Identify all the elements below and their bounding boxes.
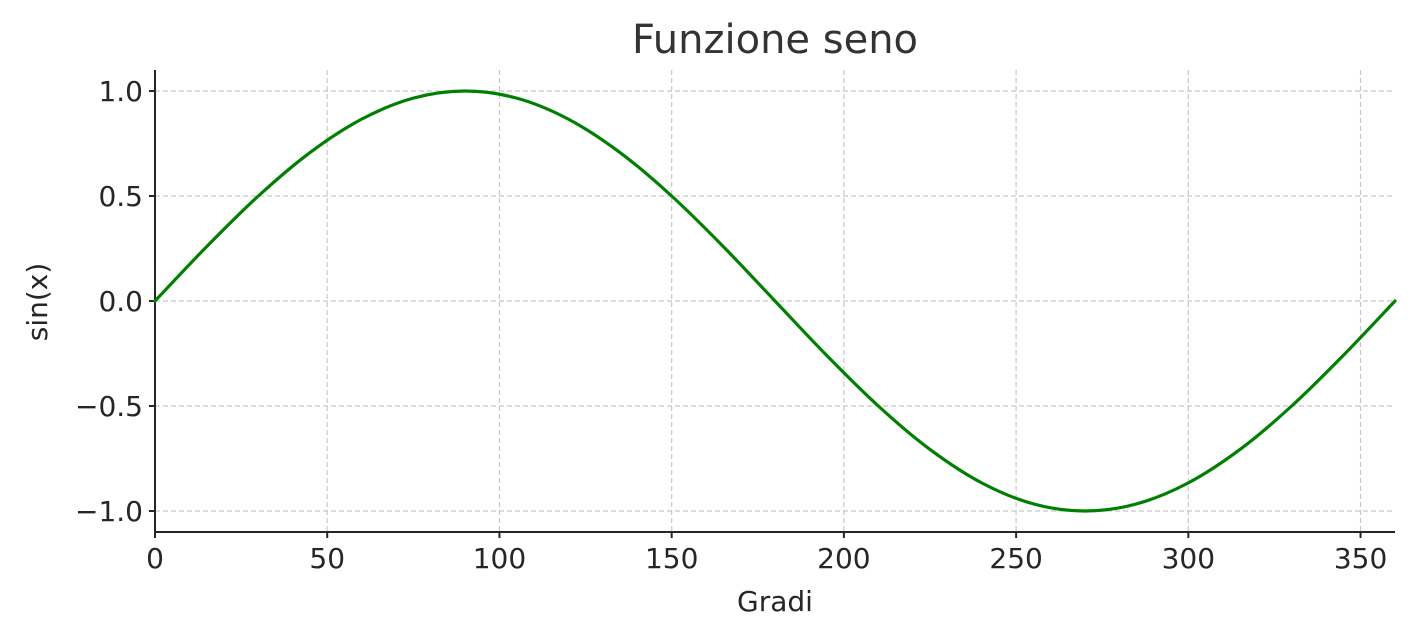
chart-title: Funzione seno [632, 17, 918, 63]
x-axis-label: Gradi [737, 585, 813, 618]
x-tick-label: 350 [1334, 542, 1387, 575]
y-tick-label: 0.5 [98, 180, 143, 213]
y-tick-label: 1.0 [98, 75, 143, 108]
x-tick-label: 0 [146, 542, 164, 575]
x-tick-label: 250 [989, 542, 1042, 575]
x-ticks: 0 50 100 150 200 250 300 350 [146, 532, 1387, 575]
series-line-0 [153, 89, 1397, 513]
x-tick-label: 150 [645, 542, 698, 575]
y-tick-label: 0.0 [98, 285, 143, 318]
x-tick-label: 300 [1162, 542, 1215, 575]
y-ticks: 1.0 0.5 0.0 −0.5 −1.0 [75, 75, 155, 528]
y-axis-label: sin(x) [21, 263, 54, 342]
y-tick-label: −0.5 [75, 390, 143, 423]
x-tick-label: 50 [309, 542, 345, 575]
x-tick-label: 200 [817, 542, 870, 575]
series-layer [153, 89, 1397, 513]
x-tick-label: 100 [473, 542, 526, 575]
y-tick-label: −1.0 [75, 495, 143, 528]
